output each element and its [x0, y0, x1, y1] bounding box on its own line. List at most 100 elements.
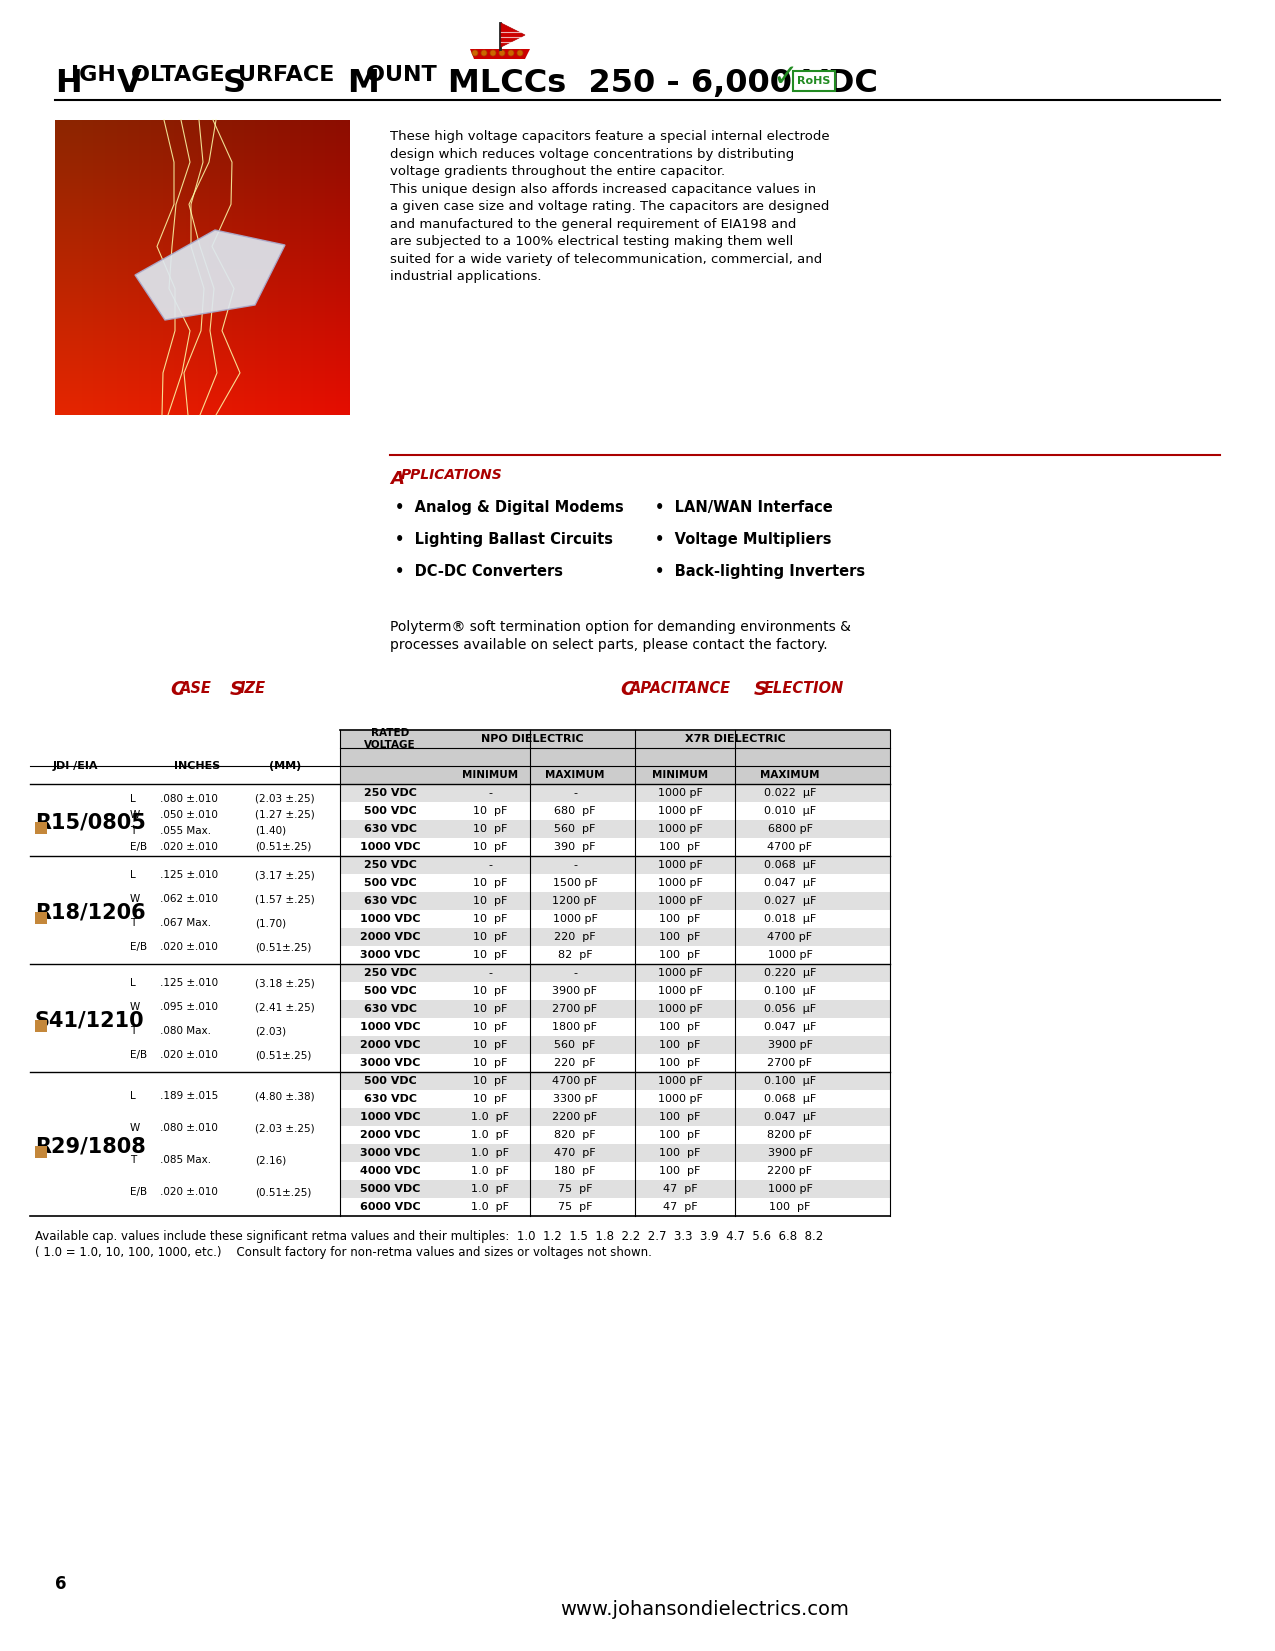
Text: 0.047  μF: 0.047 μF	[764, 1113, 816, 1123]
Text: E/B: E/B	[130, 1187, 147, 1197]
Text: C: C	[170, 680, 185, 698]
Text: 500 VDC: 500 VDC	[363, 878, 417, 888]
Text: 10  pF: 10 pF	[473, 986, 507, 996]
Text: 1000 pF: 1000 pF	[658, 878, 703, 888]
Text: 5000 VDC: 5000 VDC	[360, 1184, 421, 1194]
Text: 1000 pF: 1000 pF	[658, 1076, 703, 1086]
Text: MAXIMUM: MAXIMUM	[546, 769, 604, 779]
Text: 2200 pF: 2200 pF	[552, 1113, 598, 1123]
Text: (1.70): (1.70)	[255, 918, 286, 928]
Text: MINIMUM: MINIMUM	[652, 769, 708, 779]
Bar	[793, 71, 835, 91]
Text: 1000 VDC: 1000 VDC	[360, 842, 421, 852]
Text: 10  pF: 10 pF	[473, 1004, 507, 1014]
Bar	[34, 1020, 47, 1032]
Text: 1.0  pF: 1.0 pF	[470, 1166, 509, 1176]
Text: (0.51±.25): (0.51±.25)	[255, 943, 311, 953]
Text: .055 Max.: .055 Max.	[159, 826, 212, 835]
Text: 10  pF: 10 pF	[473, 1058, 507, 1068]
Text: 3000 VDC: 3000 VDC	[360, 1147, 421, 1157]
Text: (4.80 ±.38): (4.80 ±.38)	[255, 1091, 315, 1101]
Text: L: L	[130, 979, 135, 989]
Text: 82  pF: 82 pF	[557, 949, 593, 959]
Bar	[340, 1001, 890, 1019]
Text: 1000 VDC: 1000 VDC	[360, 915, 421, 925]
Text: 0.100  μF: 0.100 μF	[764, 986, 816, 996]
Text: voltage gradients throughout the entire capacitor.: voltage gradients throughout the entire …	[390, 165, 725, 178]
Text: 100  pF: 100 pF	[659, 1058, 701, 1068]
Text: 1.0  pF: 1.0 pF	[470, 1113, 509, 1123]
Text: This unique design also affords increased capacitance values in: This unique design also affords increase…	[390, 183, 816, 195]
Text: 0.220  μF: 0.220 μF	[764, 967, 816, 977]
Text: INCHES: INCHES	[173, 761, 221, 771]
Text: L: L	[130, 1091, 135, 1101]
Text: 1.0  pF: 1.0 pF	[470, 1147, 509, 1157]
Text: •  Back-lighting Inverters: • Back-lighting Inverters	[655, 565, 866, 580]
Text: W: W	[130, 895, 140, 905]
Text: 75  pF: 75 pF	[557, 1184, 593, 1194]
Text: L: L	[130, 794, 135, 804]
Bar	[340, 1180, 890, 1199]
Bar	[340, 821, 890, 839]
Text: 1.0  pF: 1.0 pF	[470, 1202, 509, 1212]
Text: .095 ±.010: .095 ±.010	[159, 1002, 218, 1012]
Text: -: -	[488, 967, 492, 977]
Polygon shape	[501, 23, 525, 46]
Text: .020 ±.010: .020 ±.010	[159, 1050, 218, 1060]
Text: 1000 pF: 1000 pF	[768, 949, 812, 959]
Text: 2000 VDC: 2000 VDC	[360, 1040, 421, 1050]
Text: R18/1206: R18/1206	[34, 901, 145, 921]
Text: W: W	[130, 1123, 140, 1133]
Bar	[340, 730, 890, 748]
Text: .050 ±.010: .050 ±.010	[159, 809, 218, 819]
Text: design which reduces voltage concentrations by distributing: design which reduces voltage concentrati…	[390, 147, 794, 160]
Text: ELECTION: ELECTION	[764, 680, 844, 697]
Text: 2000 VDC: 2000 VDC	[360, 933, 421, 943]
Text: www.johansondielectrics.com: www.johansondielectrics.com	[560, 1600, 849, 1620]
Text: 470  pF: 470 pF	[555, 1147, 595, 1157]
Text: 100  pF: 100 pF	[659, 1147, 701, 1157]
Text: 100  pF: 100 pF	[659, 933, 701, 943]
Text: 4000 VDC: 4000 VDC	[360, 1166, 421, 1176]
Text: IGH: IGH	[71, 64, 124, 84]
Text: .085 Max.: .085 Max.	[159, 1156, 212, 1166]
Text: 1000 VDC: 1000 VDC	[360, 1022, 421, 1032]
Text: X7R DIELECTRIC: X7R DIELECTRIC	[685, 735, 785, 745]
Text: (1.40): (1.40)	[255, 826, 286, 835]
Text: 1000 pF: 1000 pF	[658, 1004, 703, 1014]
Text: 1500 pF: 1500 pF	[552, 878, 598, 888]
Text: 1.0  pF: 1.0 pF	[470, 1129, 509, 1139]
Text: 0.068  μF: 0.068 μF	[764, 1095, 816, 1105]
Text: 680  pF: 680 pF	[555, 806, 595, 816]
Text: 390  pF: 390 pF	[555, 842, 595, 852]
Text: E/B: E/B	[130, 1050, 147, 1060]
Text: 1000 pF: 1000 pF	[552, 915, 598, 925]
Bar	[340, 1144, 890, 1162]
Text: ( 1.0 = 1.0, 10, 100, 1000, etc.)    Consult factory for non-retma values and si: ( 1.0 = 1.0, 10, 100, 1000, etc.) Consul…	[34, 1247, 652, 1260]
Text: 1000 pF: 1000 pF	[658, 788, 703, 797]
Text: 500 VDC: 500 VDC	[363, 806, 417, 816]
Text: 820  pF: 820 pF	[555, 1129, 595, 1139]
Text: 1000 pF: 1000 pF	[768, 1184, 812, 1194]
Text: NPO DIELECTRIC: NPO DIELECTRIC	[481, 735, 584, 745]
Text: 1000 pF: 1000 pF	[658, 806, 703, 816]
Text: H: H	[55, 68, 82, 99]
Text: 0.047  μF: 0.047 μF	[764, 1022, 816, 1032]
Text: (0.51±.25): (0.51±.25)	[255, 1187, 311, 1197]
Text: 4700 pF: 4700 pF	[552, 1076, 598, 1086]
Text: 8200 pF: 8200 pF	[768, 1129, 812, 1139]
Text: (2.03 ±.25): (2.03 ±.25)	[255, 794, 315, 804]
Text: JDI /EIA: JDI /EIA	[52, 761, 98, 771]
Bar	[340, 766, 890, 784]
Text: 0.022  μF: 0.022 μF	[764, 788, 816, 797]
Bar	[340, 1108, 890, 1126]
Text: 10  pF: 10 pF	[473, 1022, 507, 1032]
Text: 0.018  μF: 0.018 μF	[764, 915, 816, 925]
Text: (2.03): (2.03)	[255, 1027, 286, 1037]
Text: RoHS: RoHS	[797, 76, 831, 86]
Text: S: S	[230, 680, 244, 698]
Text: 10  pF: 10 pF	[473, 1040, 507, 1050]
Text: 10  pF: 10 pF	[473, 824, 507, 834]
Text: 2700 pF: 2700 pF	[768, 1058, 812, 1068]
Text: 220  pF: 220 pF	[555, 1058, 595, 1068]
